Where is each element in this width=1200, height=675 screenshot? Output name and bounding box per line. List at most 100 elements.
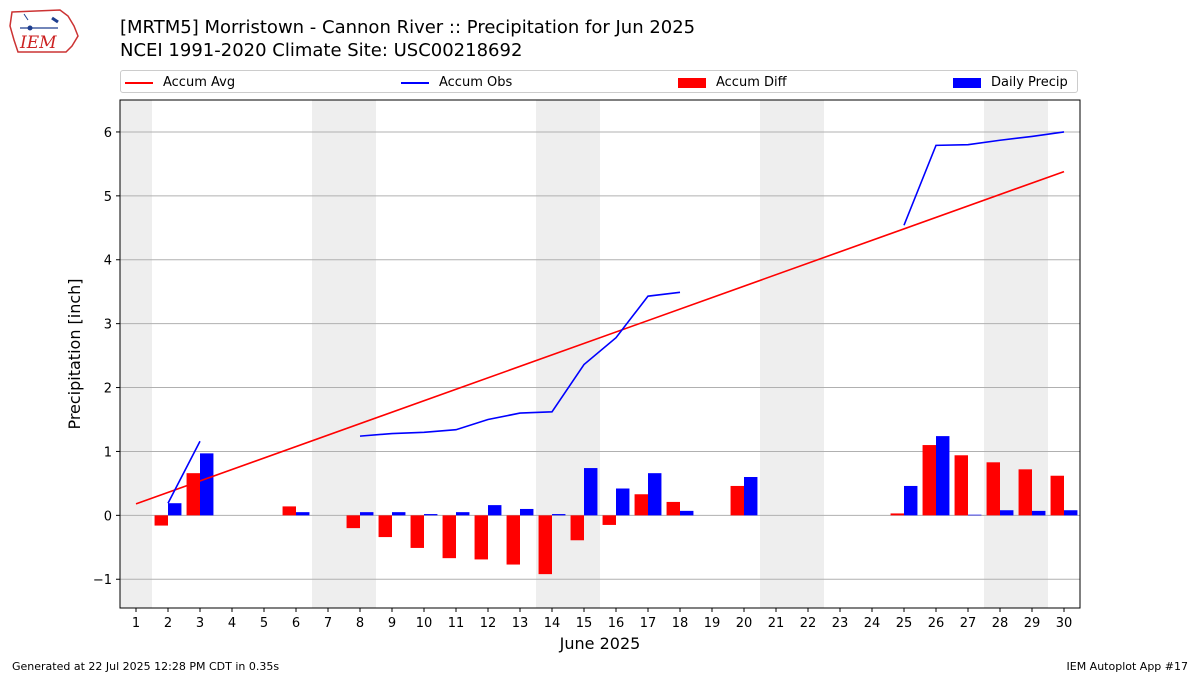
bar-accum-diff	[378, 515, 392, 538]
x-tick-label: 26	[928, 616, 945, 631]
x-tick-label: 9	[388, 616, 396, 631]
bar-daily-precip	[936, 436, 950, 516]
bar-daily-precip	[200, 453, 214, 516]
weekend-band	[760, 100, 792, 608]
x-tick-label: 3	[196, 616, 204, 631]
x-tick-label: 1	[132, 616, 140, 631]
line-accum-avg	[135, 170, 1065, 505]
x-tick-label: 8	[356, 616, 364, 631]
bar-daily-precip	[680, 510, 694, 516]
x-tick-label: 10	[416, 616, 433, 631]
weekend-band	[984, 100, 1016, 608]
legend-label-accum-avg: Accum Avg	[163, 75, 236, 90]
bar-daily-precip	[744, 477, 758, 516]
footer-generated: Generated at 22 Jul 2025 12:28 PM CDT in…	[12, 660, 280, 673]
bar-daily-precip	[520, 508, 534, 516]
bar-accum-diff	[666, 501, 680, 516]
bar-accum-diff	[1050, 475, 1064, 516]
chart-subtitle: NCEI 1991-2020 Climate Site: USC00218692	[120, 40, 523, 61]
x-tick-label: 18	[672, 616, 689, 631]
weekend-band	[312, 100, 344, 608]
weekend-band	[1016, 100, 1048, 608]
legend-swatch-accum-diff	[678, 77, 706, 88]
x-tick-label: 22	[800, 616, 817, 631]
x-tick-label: 19	[704, 616, 721, 631]
chart-title: [MRTM5] Morristown - Cannon River :: Pre…	[120, 17, 696, 38]
x-tick-label: 17	[640, 616, 657, 631]
legend-swatch-daily-precip	[953, 77, 981, 88]
bar-accum-diff	[186, 473, 200, 516]
x-tick-label: 4	[228, 616, 236, 631]
x-tick-label: 24	[864, 616, 881, 631]
legend-label-accum-diff: Accum Diff	[716, 75, 787, 90]
bar-daily-precip	[552, 514, 566, 516]
x-tick-label: 11	[448, 616, 465, 631]
bar-daily-precip	[1032, 510, 1046, 516]
bar-daily-precip	[904, 485, 918, 516]
y-tick-label: 3	[104, 318, 112, 333]
bar-daily-precip	[968, 514, 982, 516]
bar-accum-diff	[154, 515, 168, 526]
y-tick-label: 0	[104, 509, 112, 524]
bar-accum-diff	[954, 455, 968, 516]
x-tick-label: 29	[1024, 616, 1041, 631]
y-tick-label: 6	[104, 126, 112, 141]
bar-daily-precip	[616, 488, 630, 516]
x-tick-label: 21	[768, 616, 785, 631]
x-tick-label: 28	[992, 616, 1009, 631]
x-tick-label: 12	[480, 616, 497, 631]
line-accum-obs	[359, 291, 681, 437]
legend-label-accum-obs: Accum Obs	[439, 75, 513, 90]
x-tick-label: 25	[896, 616, 913, 631]
x-tick-label: 23	[832, 616, 849, 631]
legend-item-accum-diff: Accum Diff	[678, 71, 787, 94]
legend-label-daily-precip: Daily Precip	[991, 75, 1068, 90]
x-tick-label: 7	[324, 616, 332, 631]
x-tick-label: 15	[576, 616, 593, 631]
bar-daily-precip	[168, 503, 182, 516]
x-tick-label: 5	[260, 616, 268, 631]
footer-app: IEM Autoplot App #17	[1066, 660, 1189, 673]
bar-daily-precip	[584, 468, 598, 516]
x-tick-label: 14	[544, 616, 561, 631]
chart-legend: Accum Avg Accum Obs Accum Diff Daily Pre…	[120, 70, 1078, 93]
bar-daily-precip	[1000, 510, 1014, 516]
bar-accum-diff	[922, 445, 936, 516]
legend-item-daily-precip: Daily Precip	[953, 71, 1068, 94]
x-tick-label: 6	[292, 616, 300, 631]
line-accum-obs	[167, 440, 201, 504]
bar-accum-diff	[602, 515, 616, 525]
bar-daily-precip	[360, 512, 374, 516]
bar-accum-diff	[474, 515, 488, 560]
bar-daily-precip	[296, 512, 310, 516]
bar-accum-diff	[346, 515, 360, 529]
bar-daily-precip	[488, 505, 502, 516]
bar-accum-diff	[282, 506, 296, 516]
weekend-band	[344, 100, 376, 608]
bar-daily-precip	[456, 512, 470, 516]
bar-accum-diff	[410, 515, 424, 548]
x-tick-label: 2	[164, 616, 172, 631]
y-axis-label: Precipitation [inch]	[65, 278, 84, 429]
bar-accum-diff	[506, 515, 520, 565]
x-tick-label: 27	[960, 616, 977, 631]
x-tick-label: 13	[512, 616, 529, 631]
y-tick-label: 5	[104, 190, 112, 205]
bar-accum-diff	[634, 494, 648, 516]
bar-daily-precip	[392, 512, 406, 516]
weekend-band	[120, 100, 152, 608]
x-tick-label: 16	[608, 616, 625, 631]
plot-frame	[119, 99, 1081, 609]
bar-accum-diff	[442, 515, 456, 559]
x-tick-label: 30	[1056, 616, 1073, 631]
legend-swatch-accum-obs	[401, 81, 429, 84]
bar-accum-diff	[986, 462, 1000, 516]
legend-swatch-accum-avg	[125, 81, 153, 84]
line-accum-obs	[903, 131, 1065, 226]
x-tick-label: 20	[736, 616, 753, 631]
y-tick-label: 1	[104, 445, 112, 460]
weekend-band	[792, 100, 824, 608]
x-axis-label: June 2025	[559, 634, 641, 653]
bar-accum-diff	[730, 485, 744, 516]
